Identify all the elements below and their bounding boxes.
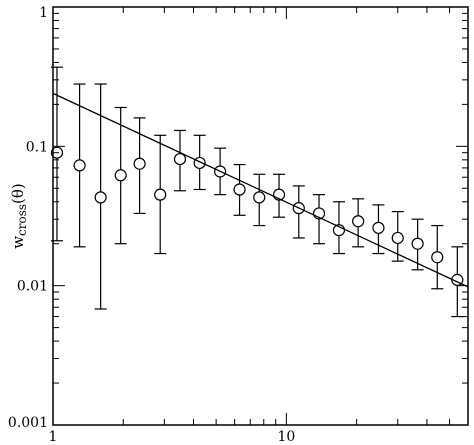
data-point [154, 188, 167, 201]
data-point [312, 207, 326, 220]
fit-line-group [52, 92, 469, 288]
data-points [50, 66, 464, 318]
data-point [193, 156, 206, 170]
x-tick-label: 1 [49, 429, 58, 445]
data-point [133, 157, 146, 170]
y-tick-label: 0.01 [17, 279, 48, 295]
data-point [272, 188, 286, 201]
data-point [391, 231, 404, 245]
fit-line [52, 92, 469, 288]
data-point [292, 202, 305, 215]
data-point [114, 169, 127, 182]
data-point [451, 273, 464, 286]
tick-labels: 1 10 1 0.1 0.01 0.001 [8, 5, 295, 445]
y-axis-label-main: w [9, 236, 27, 249]
data-point [233, 183, 246, 196]
data-point [352, 215, 365, 228]
data-point [50, 146, 64, 159]
y-axis-label-argument: (θ) [9, 183, 27, 204]
y-tick-label: 1 [39, 5, 48, 21]
y-axis-label-subscript: cross [15, 204, 29, 236]
data-point [94, 191, 107, 204]
data-point [332, 224, 346, 237]
y-axis-label: wcross(θ) [9, 183, 29, 249]
y-tick-label: 0.001 [8, 415, 48, 431]
plot-frame [52, 6, 469, 426]
data-point [214, 165, 227, 178]
x-tick-label: 10 [277, 429, 295, 445]
axis-ticks [52, 7, 469, 426]
data-point [73, 159, 86, 172]
data-point [253, 191, 266, 204]
y-tick-label: 0.1 [26, 139, 48, 155]
data-point [431, 251, 444, 264]
data-point [173, 152, 187, 166]
data-point [372, 221, 385, 234]
data-point [411, 237, 424, 250]
